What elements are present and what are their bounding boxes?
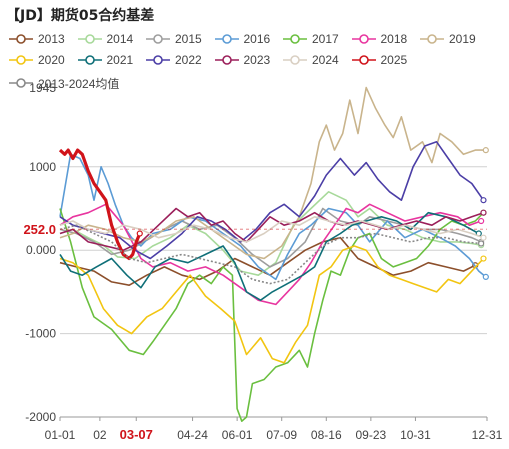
- legend-swatch-icon: [9, 78, 33, 88]
- x-tick-label: 08-16: [311, 428, 342, 442]
- legend-item-2015[interactable]: 2015: [145, 32, 202, 46]
- series-line-2022: [59, 141, 485, 260]
- legend-label: 2023: [243, 53, 271, 67]
- legend-label: 2019: [449, 32, 476, 46]
- series-line-2017: [59, 208, 485, 423]
- series-end-point-2018: [478, 217, 485, 225]
- legend-label: 2013-2024均值: [38, 76, 120, 91]
- legend-item-2017[interactable]: 2017: [282, 32, 339, 46]
- series-end-point-2016: [482, 273, 489, 280]
- y-tick-label: -1000: [25, 327, 56, 341]
- legend-label: 2025: [380, 53, 408, 67]
- legend-label: 2020: [38, 53, 65, 67]
- legend-swatch-icon: [9, 55, 33, 65]
- legend-swatch-icon: [420, 34, 444, 44]
- y-tick-label: 0.000: [26, 243, 56, 257]
- legend-item-2014[interactable]: 2014: [77, 32, 134, 46]
- legend-item-2024[interactable]: 2024: [282, 53, 339, 67]
- x-tick-label: 06-01: [222, 428, 253, 442]
- legend-item-2025[interactable]: 2025: [351, 53, 408, 67]
- series-line-2014: [59, 191, 482, 277]
- legend-swatch-icon: [351, 34, 376, 44]
- series-line-2023: [59, 207, 484, 251]
- legend-swatch-icon: [283, 34, 307, 44]
- x-tick-label: 07-09: [266, 428, 297, 442]
- legend-swatch-icon: [146, 55, 170, 65]
- y-tick-label: -2000: [25, 410, 56, 424]
- legend-item-2021[interactable]: 2021: [77, 53, 134, 67]
- x-tick-label: 02: [93, 428, 107, 442]
- legend-label: 2013: [38, 32, 65, 46]
- legend-label: 2018: [380, 32, 408, 46]
- series-line-2025: [58, 148, 142, 261]
- x-tick-label: 10-31: [400, 428, 431, 442]
- legend-label: 2022: [175, 53, 202, 67]
- y-tick-label: 1000: [29, 160, 56, 174]
- legend-item-2013[interactable]: 2013: [8, 32, 65, 46]
- legend-item-2020[interactable]: 2020: [8, 53, 65, 67]
- series-line-2013: [59, 236, 476, 287]
- chart-title: 【JD】期货05合约基差: [6, 8, 155, 24]
- x-tick-label: 12-31: [472, 428, 503, 442]
- series-end-point-2013-2024均值: [478, 240, 485, 247]
- series-end-point-2024: [480, 234, 487, 241]
- series-line-2013-2024均值: [59, 224, 482, 285]
- series-end-point-2022: [480, 197, 487, 204]
- legend-swatch-icon: [283, 55, 307, 65]
- series-line-2024: [59, 216, 484, 243]
- legend-item-2013-2024均值[interactable]: 2013-2024均值: [8, 76, 120, 91]
- series-line-2021: [59, 211, 480, 302]
- legend-swatch-icon: [77, 34, 102, 44]
- x-tick-label-current: 03-07: [120, 427, 153, 442]
- legend-label: 2014: [106, 32, 134, 46]
- legend-item-2018[interactable]: 2018: [351, 32, 408, 46]
- series-end-point-2019: [482, 147, 489, 154]
- legend-label: 2017: [312, 32, 339, 46]
- legend-item-2023[interactable]: 2023: [214, 53, 271, 67]
- legend-item-2016[interactable]: 2016: [214, 32, 271, 46]
- series-end-point-2023: [480, 209, 487, 216]
- series-line-2020: [59, 245, 485, 364]
- legend-swatch-icon: [77, 55, 102, 65]
- legend-label: 2021: [106, 53, 134, 67]
- legend-swatch-icon: [351, 55, 376, 65]
- current-value-label: 252.0: [23, 222, 56, 237]
- x-tick-label: 09-23: [356, 428, 387, 442]
- current-value-box: [10, 221, 56, 238]
- legend-swatch-icon: [146, 34, 170, 44]
- series-end-point-2020: [480, 255, 487, 262]
- x-tick-label: 01-01: [45, 428, 76, 442]
- legend-label: 2016: [243, 32, 271, 46]
- legend-swatch-icon: [214, 55, 239, 65]
- legend-swatch-icon: [9, 34, 33, 44]
- x-tick-label: 04-24: [177, 428, 208, 442]
- legend-item-2022[interactable]: 2022: [145, 53, 202, 67]
- legend-label: 2024: [312, 53, 339, 67]
- legend-swatch-icon: [214, 34, 239, 44]
- legend-label: 2015: [175, 32, 202, 46]
- series-line-2016: [59, 153, 487, 281]
- y-top-label: 1945: [29, 81, 56, 95]
- series-line-2019: [59, 86, 486, 260]
- legend-item-2019[interactable]: 2019: [419, 32, 476, 46]
- series-end-point-2025: [136, 230, 143, 237]
